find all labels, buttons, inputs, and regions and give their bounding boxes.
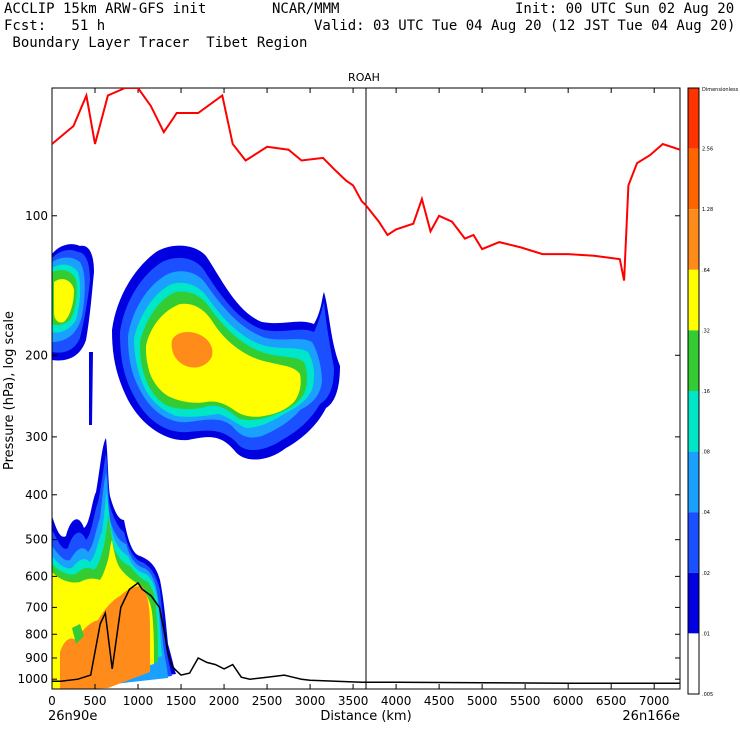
x-tick-label: 5500 xyxy=(510,694,541,708)
x-tick-label: 0 xyxy=(48,694,56,708)
colorbar-swatch xyxy=(688,330,699,391)
colorbar-swatch xyxy=(688,572,699,634)
contour-streak xyxy=(89,352,93,425)
y-tick-label: 900 xyxy=(25,651,48,665)
colorbar-swatch xyxy=(688,148,699,210)
x-tick-label: 500 xyxy=(84,694,107,708)
x-tick-label: 6000 xyxy=(553,694,584,708)
x-tick-label: 3000 xyxy=(295,694,326,708)
header-init-title: ACCLIP 15km ARW-GFS init xyxy=(4,1,207,17)
contour-blob-central-l6 xyxy=(146,303,301,417)
y-tick-label: 1000 xyxy=(17,672,48,686)
colorbar-label: .02 xyxy=(702,571,710,577)
y-tick-label: 400 xyxy=(25,488,48,502)
x-tick-label: 4000 xyxy=(381,694,412,708)
colorbar-label: .32 xyxy=(702,328,710,334)
colorbar-swatch xyxy=(688,633,699,694)
colorbar-swatch xyxy=(688,269,699,331)
x-tick-label: 4500 xyxy=(424,694,455,708)
x-tick-label: 7000 xyxy=(639,694,670,708)
colorbar-swatch xyxy=(688,209,699,270)
x-tick-label: 5000 xyxy=(467,694,498,708)
colorbar-swatch xyxy=(688,512,699,573)
header-valid-time: Valid: 03 UTC Tue 04 Aug 20 (12 JST Tue … xyxy=(314,18,736,34)
x-tick-label: 3500 xyxy=(338,694,369,708)
contour-blob-upper-left-l6 xyxy=(54,279,74,323)
y-tick-label: 100 xyxy=(25,209,48,223)
contour-plume-l8 xyxy=(72,624,84,644)
colorbar-label: .005 xyxy=(702,692,713,698)
x-end-label: 26n166e xyxy=(622,709,680,724)
x-start-label: 26n90e xyxy=(48,709,97,724)
x-tick-label: 1000 xyxy=(123,694,154,708)
y-tick-label: 200 xyxy=(25,348,48,362)
y-tick-label: 600 xyxy=(25,569,48,583)
colorbar: Dimensionless 2.56 1.28 .64 .32 .16 .08 .04 .02.… xyxy=(687,87,739,698)
colorbar-swatch xyxy=(688,451,699,513)
colorbar-label: .04 xyxy=(702,510,710,516)
x-tick-label: 6500 xyxy=(596,694,627,708)
colorbar-label: .01 xyxy=(702,631,710,637)
y-tick-label: 300 xyxy=(25,430,48,444)
contour-plume-l7 xyxy=(60,586,151,689)
terrain-line xyxy=(52,581,680,684)
y-tick-label: 800 xyxy=(25,627,48,641)
colorbar-label: .64 xyxy=(702,268,710,274)
header-init-time: Init: 00 UTC Sun 02 Aug 20 xyxy=(515,1,735,17)
x-tick-label: 2500 xyxy=(252,694,283,708)
colorbar-swatch xyxy=(688,391,699,452)
header-product-name: Boundary Layer Tracer Tibet Region xyxy=(4,35,308,51)
colorbar-frame xyxy=(687,87,700,695)
header-organization: NCAR/MMM xyxy=(272,1,340,17)
contour-blob-central-l7 xyxy=(171,332,213,368)
chart-title: ROAH xyxy=(348,71,380,84)
axes: 0 500 1000 1500 2000 2500 3000 3500 4000 4500 5000… xyxy=(17,87,681,724)
colorbar-label: Dimensionless xyxy=(702,87,739,93)
tropopause-line xyxy=(52,88,680,281)
x-tick-label: 2000 xyxy=(209,694,240,708)
colorbar-label: .08 xyxy=(702,450,710,456)
colorbar-label: 1.28 xyxy=(702,207,713,213)
plot-frame xyxy=(51,87,681,690)
header-forecast-hour: Fcst: 51 h xyxy=(4,18,106,34)
colorbar-label: 2.56 xyxy=(702,147,713,153)
tracer-field xyxy=(52,244,340,689)
data-lines xyxy=(52,88,680,684)
x-axis-label: Distance (km) xyxy=(320,709,411,724)
y-tick-label: 700 xyxy=(25,600,48,614)
y-tick-label: 500 xyxy=(25,533,48,547)
colorbar-label: .16 xyxy=(702,389,710,395)
x-tick-label: 1500 xyxy=(166,694,197,708)
colorbar-swatch xyxy=(688,88,699,149)
